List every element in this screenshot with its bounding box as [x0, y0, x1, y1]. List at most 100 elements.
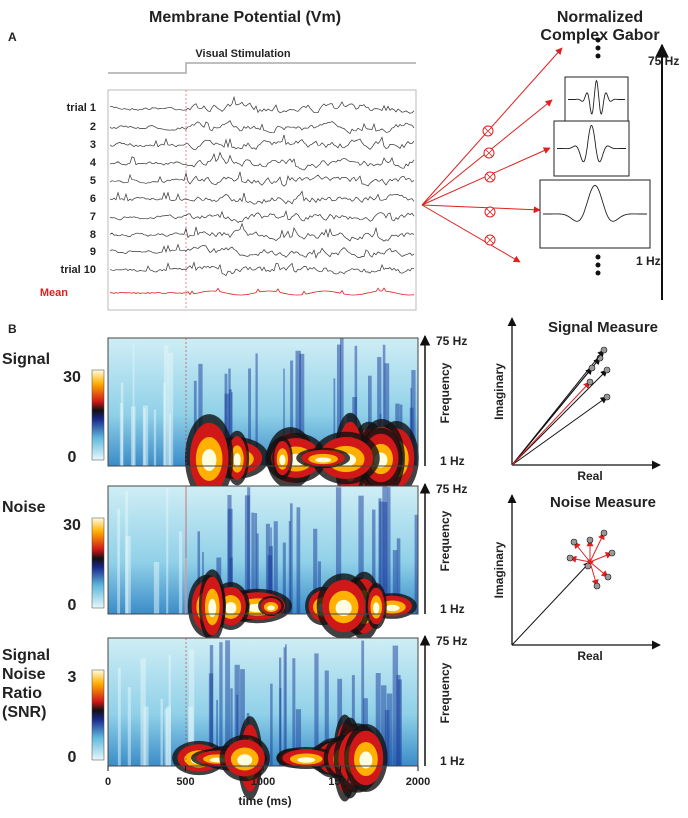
spectrogram-streak — [414, 514, 418, 614]
projection-arrow — [421, 204, 541, 214]
time-tick-label: 1500 — [328, 776, 352, 788]
ellipsis-dot — [595, 45, 601, 51]
spectrogram-streak — [386, 693, 393, 766]
spectrogram-streak — [188, 706, 194, 766]
spectrogram-streak — [358, 495, 364, 614]
ellipsis-dot — [595, 262, 601, 268]
spectrogram-streak — [163, 345, 169, 466]
multiply-symbol — [485, 149, 493, 157]
trial-label: 5 — [90, 175, 96, 187]
vector-tip — [586, 536, 594, 544]
freq-axis-label: Frequency — [438, 362, 452, 423]
spectrogram-streak — [372, 509, 376, 614]
spectrogram-streak — [132, 343, 135, 466]
spectrogram-streak — [197, 531, 201, 614]
row-name: Ratio — [2, 685, 42, 702]
vector — [511, 369, 608, 466]
axis-label: Imaginary — [492, 363, 506, 420]
ellipsis-dot — [595, 37, 601, 43]
spectrogram-streak — [313, 528, 318, 614]
vector-tip — [600, 346, 608, 354]
spectrogram-streak — [255, 353, 258, 466]
noise-vector — [589, 532, 605, 563]
trial-trace — [109, 210, 415, 223]
time-tick-label: 2000 — [406, 776, 430, 788]
stimulus-label: Visual Stimulation — [195, 48, 290, 60]
colorbar-min: 0 — [68, 449, 77, 466]
colorbar — [91, 517, 105, 609]
spectrogram-blob — [201, 449, 217, 471]
spectrogram-streak — [324, 670, 329, 766]
spectrogram-streak — [295, 709, 302, 766]
spectrogram-streak — [117, 508, 121, 614]
spectrogram-streak — [230, 688, 233, 766]
noise-vector — [573, 541, 591, 563]
multiply-symbol — [486, 236, 494, 244]
spectrogram-streak — [225, 640, 231, 766]
gabor-wave — [543, 184, 647, 222]
freq-top: 75 Hz — [436, 482, 467, 496]
time-tick-label: 500 — [176, 776, 194, 788]
spectrogram-streak — [248, 368, 251, 466]
freq-bottom: 1 Hz — [636, 254, 661, 268]
panel-a: A Membrane Potential (Vm) Visual Stimula… — [8, 9, 679, 311]
spectrogram-streak — [382, 344, 386, 466]
spectrogram-streak — [236, 694, 239, 766]
panel-label: A — [8, 30, 17, 44]
vector-tip — [600, 529, 608, 537]
spectrogram-blob — [359, 751, 373, 769]
spectrogram-streak — [368, 375, 372, 466]
spectrogram-streak — [254, 513, 258, 614]
stimulus-step — [108, 62, 416, 74]
spectrogram-streak — [143, 407, 146, 466]
spectrogram-streak — [251, 512, 255, 614]
freq-top: 75 Hz — [436, 634, 467, 648]
gabor-title: Complex Gabor — [540, 27, 659, 44]
spectrogram-streak — [285, 644, 287, 766]
spectrogram-streak — [289, 503, 293, 614]
spectrogram-streak — [127, 687, 131, 766]
spectrogram-blob — [237, 754, 253, 766]
trace-box — [107, 89, 417, 311]
trial-trace — [109, 261, 415, 277]
freq-bottom: 1 Hz — [440, 754, 465, 768]
trial-label: 4 — [90, 157, 97, 169]
trial-label: 3 — [90, 139, 96, 151]
spectrogram-streak — [167, 352, 174, 466]
vector-tip — [588, 364, 596, 372]
row-name: Signal — [2, 647, 50, 664]
ellipsis-dot — [595, 270, 601, 276]
gabor-title: Normalized — [557, 9, 643, 26]
spectrogram-streak — [299, 353, 305, 466]
spectrogram-streak — [166, 706, 171, 766]
spectrogram-streak — [117, 667, 121, 766]
spectrogram-streak — [335, 487, 342, 614]
spectrogram-streak — [283, 647, 286, 766]
time-tick-label: 0 — [105, 776, 111, 788]
trial-label: 6 — [90, 193, 96, 205]
spectrogram-blob — [384, 604, 400, 612]
spectrogram-streak — [392, 645, 399, 766]
spectrogram-streak — [295, 350, 301, 466]
freq-bottom: 1 Hz — [440, 454, 465, 468]
colorbar — [91, 669, 105, 761]
spectrogram-streak — [130, 406, 136, 466]
row-name: Noise — [2, 666, 46, 683]
gabor-wave — [568, 79, 625, 115]
panel-label: B — [8, 322, 17, 336]
trial-label: 7 — [90, 211, 96, 223]
row-name: Signal — [2, 351, 50, 368]
spectrogram-streak — [339, 338, 344, 466]
trial-trace — [109, 171, 415, 187]
spectrogram-frame — [107, 485, 419, 615]
spectrogram-streak — [256, 533, 259, 614]
spectrogram-streak — [224, 373, 228, 466]
vector-tip — [604, 573, 612, 581]
gabor-wave — [557, 124, 626, 163]
spectrogram-streak — [314, 653, 319, 766]
colorbar-min: 0 — [68, 749, 77, 766]
spectrogram-streak — [377, 357, 382, 466]
vector — [511, 396, 608, 466]
spectrogram-streak — [392, 550, 398, 614]
